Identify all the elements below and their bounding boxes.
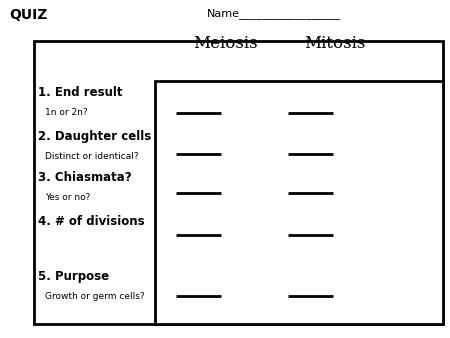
Text: 1n or 2n?: 1n or 2n? — [45, 108, 88, 117]
Text: 5. Purpose: 5. Purpose — [38, 270, 109, 283]
Text: Yes or no?: Yes or no? — [45, 193, 90, 202]
Text: 3. Chiasmata?: 3. Chiasmata? — [38, 171, 132, 184]
Text: 4. # of divisions: 4. # of divisions — [38, 215, 145, 227]
Text: Mitosis: Mitosis — [305, 35, 366, 52]
Text: Distinct or identical?: Distinct or identical? — [45, 152, 139, 161]
Text: Growth or germ cells?: Growth or germ cells? — [45, 292, 144, 301]
Text: 2. Daughter cells: 2. Daughter cells — [38, 130, 152, 143]
Bar — [34, 41, 443, 324]
Bar — [155, 81, 443, 324]
Text: Name__________________: Name__________________ — [207, 8, 341, 19]
Text: QUIZ: QUIZ — [9, 8, 47, 22]
Text: 1. End result: 1. End result — [38, 86, 123, 99]
Text: Meiosis: Meiosis — [193, 35, 257, 52]
